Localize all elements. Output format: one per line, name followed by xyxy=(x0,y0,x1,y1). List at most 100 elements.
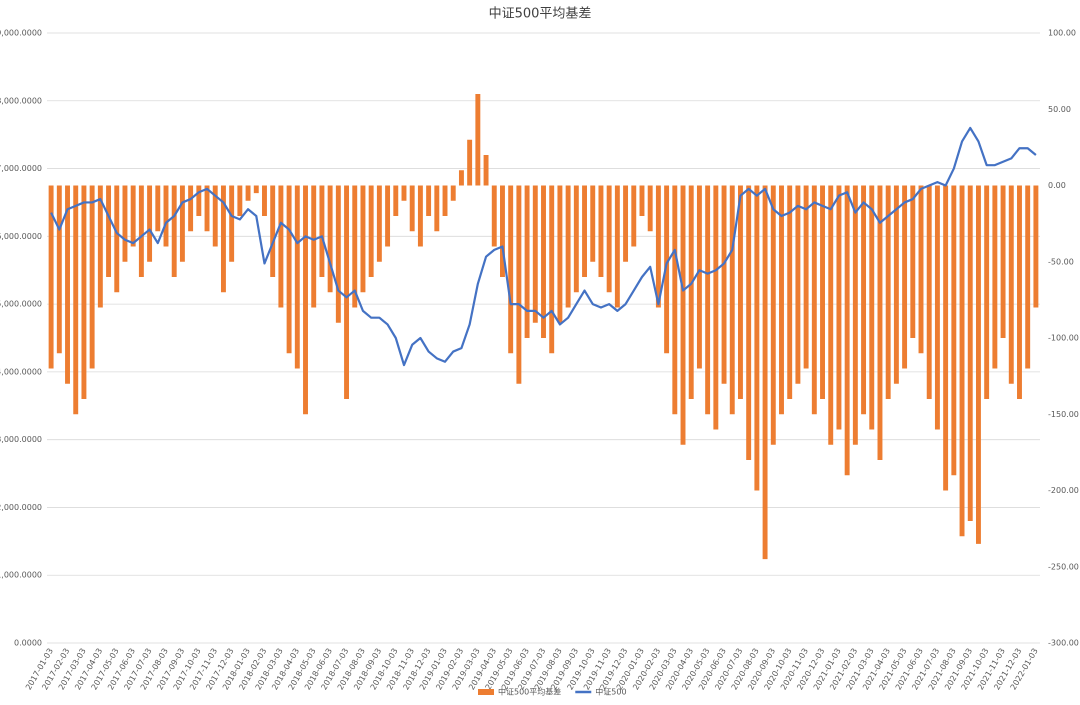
bar xyxy=(393,185,399,216)
chart-title: 中证500平均基差 xyxy=(489,7,592,22)
y-tick-label: 1,000.0000 xyxy=(0,571,42,580)
bar xyxy=(56,185,62,354)
bar xyxy=(664,185,670,354)
bar xyxy=(705,185,711,415)
bar xyxy=(910,185,916,338)
bar xyxy=(1008,185,1014,384)
bar xyxy=(803,185,809,369)
bar xyxy=(737,185,743,399)
y-tick-label: 9,000.0000 xyxy=(0,29,42,38)
bar xyxy=(385,185,391,247)
bar xyxy=(368,185,374,277)
y-tick-label: 4,000.0000 xyxy=(0,367,42,376)
bar xyxy=(196,185,202,216)
bar xyxy=(163,185,169,247)
bar xyxy=(992,185,998,369)
bar xyxy=(967,185,973,521)
bar xyxy=(582,185,587,277)
bar xyxy=(852,185,858,445)
bar xyxy=(688,185,694,399)
bar xyxy=(959,185,965,537)
bar xyxy=(65,185,70,384)
bar xyxy=(253,185,259,194)
bar xyxy=(360,185,366,293)
bar xyxy=(417,185,423,247)
legend-swatch xyxy=(478,689,494,695)
bar xyxy=(270,185,276,277)
bar xyxy=(885,185,891,399)
bar xyxy=(541,185,546,338)
bar xyxy=(1033,185,1039,308)
bar xyxy=(188,185,194,232)
y2-tick-label: -150.00 xyxy=(1048,410,1079,419)
bar xyxy=(508,185,514,354)
bar xyxy=(623,185,629,262)
bar xyxy=(426,185,432,216)
bar xyxy=(409,185,415,232)
bar xyxy=(81,185,87,399)
bar xyxy=(1000,185,1006,338)
y2-tick-label: -300.00 xyxy=(1048,639,1079,648)
y-tick-label: 2,000.0000 xyxy=(0,503,42,512)
y2-tick-label: -100.00 xyxy=(1048,334,1079,343)
bar xyxy=(376,185,382,262)
bar xyxy=(311,185,317,308)
bar xyxy=(762,185,768,560)
bar xyxy=(1017,185,1022,399)
y2-tick-label: -250.00 xyxy=(1048,562,1079,571)
bar xyxy=(877,185,883,460)
y-tick-label: 3,000.0000 xyxy=(0,435,42,444)
bar xyxy=(286,185,292,354)
y2-tick-label: 50.00 xyxy=(1048,105,1071,114)
bar xyxy=(655,185,661,308)
bar xyxy=(220,185,226,293)
bar xyxy=(918,185,924,354)
bar xyxy=(820,185,825,399)
y2-tick-label: 100.00 xyxy=(1048,29,1076,38)
bar xyxy=(811,185,817,415)
bar xyxy=(672,185,678,415)
bar xyxy=(532,185,538,323)
bar xyxy=(524,185,530,338)
legend-label: 中证500 xyxy=(595,687,626,697)
y2-tick-label: 0.00 xyxy=(1048,181,1066,190)
bar xyxy=(984,185,990,399)
bar xyxy=(458,170,464,186)
bar xyxy=(303,185,308,415)
y-tick-label: 6,000.0000 xyxy=(0,232,42,241)
bar xyxy=(483,155,489,186)
y-tick-label: 8,000.0000 xyxy=(0,96,42,105)
bar xyxy=(869,185,875,430)
y-tick-label: 5,000.0000 xyxy=(0,300,42,309)
bar xyxy=(179,185,185,262)
bar xyxy=(130,185,136,247)
bar xyxy=(943,185,949,491)
bar xyxy=(828,185,834,445)
bar xyxy=(795,185,801,384)
y-tick-label: 0.0000 xyxy=(14,639,42,648)
bar xyxy=(639,185,645,216)
bar xyxy=(204,185,210,232)
bar xyxy=(147,185,153,262)
legend-label: 中证500平均基差 xyxy=(498,687,561,697)
y2-tick-label: -50.00 xyxy=(1048,257,1074,266)
bar xyxy=(565,185,571,308)
bar xyxy=(598,185,604,277)
bar xyxy=(549,185,555,354)
bar xyxy=(229,185,235,262)
bar xyxy=(262,185,267,216)
bar xyxy=(729,185,735,415)
bar xyxy=(344,185,350,399)
bar xyxy=(951,185,957,476)
bar xyxy=(754,185,760,491)
bar xyxy=(467,139,473,186)
y-tick-label: 7,000.0000 xyxy=(0,164,42,173)
bar xyxy=(114,185,120,293)
bar xyxy=(319,185,325,277)
bar xyxy=(171,185,177,277)
bar xyxy=(73,185,79,415)
bar xyxy=(573,185,579,293)
bar xyxy=(614,185,620,308)
bar xyxy=(746,185,752,460)
